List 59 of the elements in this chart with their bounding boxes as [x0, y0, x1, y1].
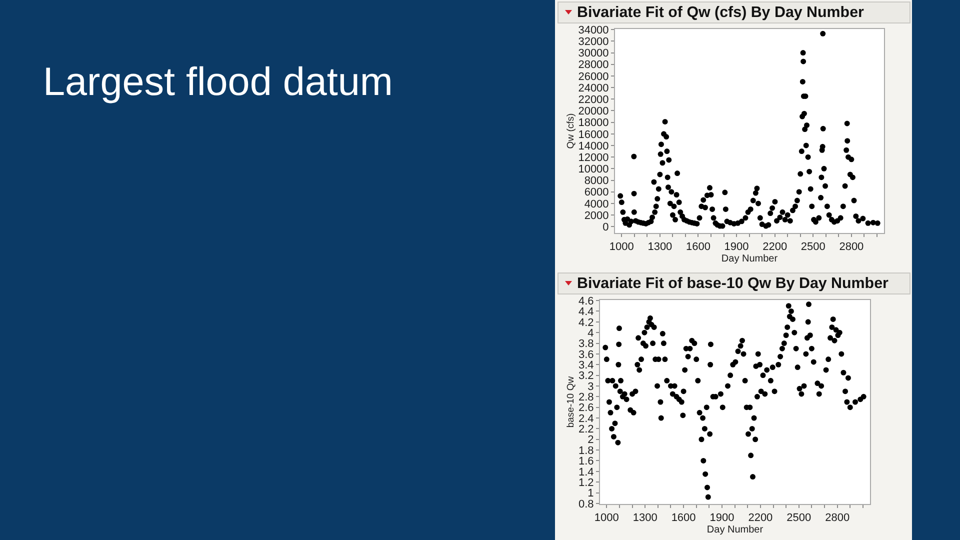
y-tick-label: 3.2 [578, 370, 594, 382]
x-tick-label: 2500 [800, 241, 826, 254]
y-tick-label: 2 [588, 434, 594, 446]
y-tick-label: 28000 [578, 59, 609, 72]
y-tick-label: 26000 [578, 70, 609, 83]
y-tick-label: 22000 [578, 94, 609, 106]
y-tick-label: 0 [602, 221, 609, 234]
y-tick-label: 24000 [578, 82, 609, 94]
x-axis-title: Day Number [706, 524, 764, 536]
y-tick-label: 18000 [578, 117, 609, 130]
y-tick-label: 1 [588, 488, 594, 500]
x-tick-label: 2200 [748, 512, 773, 524]
y-tick-label: 4.6 [578, 295, 594, 308]
y-tick-label: 4000 [584, 198, 609, 210]
y-axis-title: Qw (cfs) [565, 113, 576, 149]
y-tick-label: 2000 [584, 210, 609, 222]
x-axis-title: Day Number [721, 254, 778, 265]
y-tick-label: 20000 [578, 106, 609, 118]
y-tick-label: 2.4 [578, 412, 594, 425]
x-tick-label: 1600 [686, 241, 710, 254]
y-tick-label: 4 [588, 327, 594, 340]
y-tick-label: 2.2 [578, 424, 594, 436]
y-tick-label: 1.2 [578, 476, 594, 489]
x-tick-label: 1300 [632, 512, 658, 524]
y-tick-label: 32000 [578, 36, 609, 48]
x-tick-label: 1600 [671, 512, 696, 524]
x-tick-label: 1000 [594, 512, 619, 524]
y-tick-label: 4.4 [578, 306, 594, 318]
x-tick-label: 1900 [724, 241, 749, 254]
y-tick-label: 3.6 [578, 348, 594, 361]
y-tick-label: 8000 [584, 175, 609, 188]
x-tick-label: 1300 [648, 241, 672, 254]
y-tick-label: 34000 [578, 24, 609, 36]
y-tick-label: 4.2 [578, 316, 594, 329]
text: Largest flood datum [43, 60, 393, 104]
y-tick-label: 1.4 [578, 466, 594, 478]
y-tick-label: 3.8 [578, 338, 594, 350]
y-tick-label: 3.4 [578, 359, 594, 372]
chart-title: Bivariate Fit of base-10 Qw By Day Number [577, 275, 889, 292]
y-tick-label: 2.6 [578, 402, 594, 414]
y-tick-label: 0.8 [578, 498, 594, 510]
y-tick-label: 1.6 [578, 456, 594, 468]
x-tick-label: 1000 [609, 241, 634, 254]
y-tick-label: 16000 [578, 128, 609, 141]
y-tick-label: 6000 [584, 186, 609, 199]
y-tick-label: 14000 [578, 140, 609, 152]
x-tick-label: 2200 [762, 241, 788, 254]
y-tick-label: 2.8 [578, 392, 594, 404]
y-axis-title: base-10 Qw [566, 376, 577, 428]
x-tick-label: 1900 [710, 512, 734, 524]
chart-title: Bivariate Fit of Qw (cfs) By Day Number [577, 4, 864, 21]
y-tick-label: 30000 [578, 48, 609, 60]
x-tick-label: 2800 [825, 512, 850, 524]
y-tick-label: 12000 [578, 152, 609, 164]
y-tick-label: 10000 [578, 164, 609, 176]
x-tick-label: 2800 [839, 241, 864, 254]
y-tick-label: 3 [588, 380, 594, 393]
x-tick-label: 2500 [786, 512, 812, 524]
y-tick-label: 1.8 [578, 444, 594, 457]
